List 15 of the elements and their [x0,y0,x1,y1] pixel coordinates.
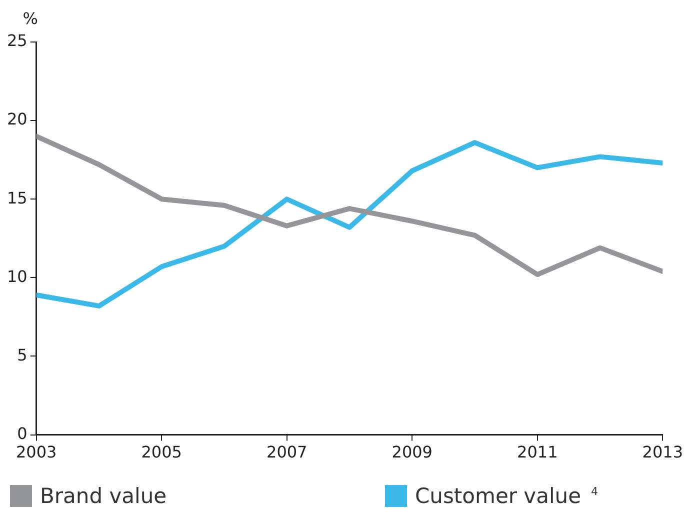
legend-label: Brand value [40,484,167,508]
x-tick-label: 2003 [16,442,57,462]
y-tick-label: 15 [7,188,28,208]
y-tick-label: 10 [7,266,28,286]
legend-label: Customer value$^{4}$ [415,484,598,508]
y-axis-title: % [22,9,38,28]
y-tick-label: 20 [7,110,28,129]
x-tick-label: 2011 [517,442,558,462]
y-tick-label: 0 [17,424,28,443]
y-tick-label: 25 [7,31,28,50]
x-tick-label: 2007 [266,442,308,462]
x-tick-label: 2005 [141,442,182,462]
x-tick-label: 2013 [642,442,683,462]
y-tick-label: 5 [17,345,28,364]
x-tick-label: 2009 [392,442,432,462]
